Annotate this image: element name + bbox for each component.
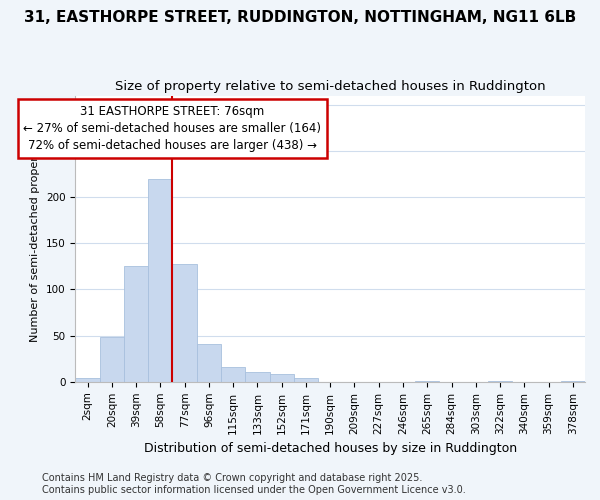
Title: Size of property relative to semi-detached houses in Ruddington: Size of property relative to semi-detach… [115, 80, 545, 93]
Bar [100, 336, 124, 382]
Bar [76, 378, 100, 382]
Text: 31 EASTHORPE STREET: 76sqm
← 27% of semi-detached houses are smaller (164)
72% o: 31 EASTHORPE STREET: 76sqm ← 27% of semi… [23, 105, 322, 152]
Bar [221, 367, 245, 382]
Bar [245, 372, 269, 382]
Bar [269, 374, 294, 382]
Bar [197, 344, 221, 382]
X-axis label: Distribution of semi-detached houses by size in Ruddington: Distribution of semi-detached houses by … [143, 442, 517, 455]
Bar [294, 378, 318, 382]
Bar [561, 381, 585, 382]
Bar [148, 178, 172, 382]
Text: Contains HM Land Registry data © Crown copyright and database right 2025.
Contai: Contains HM Land Registry data © Crown c… [42, 474, 466, 495]
Y-axis label: Number of semi-detached properties: Number of semi-detached properties [31, 136, 40, 342]
Bar [124, 266, 148, 382]
Bar [172, 264, 197, 382]
Bar [415, 381, 439, 382]
Text: 31, EASTHORPE STREET, RUDDINGTON, NOTTINGHAM, NG11 6LB: 31, EASTHORPE STREET, RUDDINGTON, NOTTIN… [24, 10, 576, 25]
Bar [488, 381, 512, 382]
